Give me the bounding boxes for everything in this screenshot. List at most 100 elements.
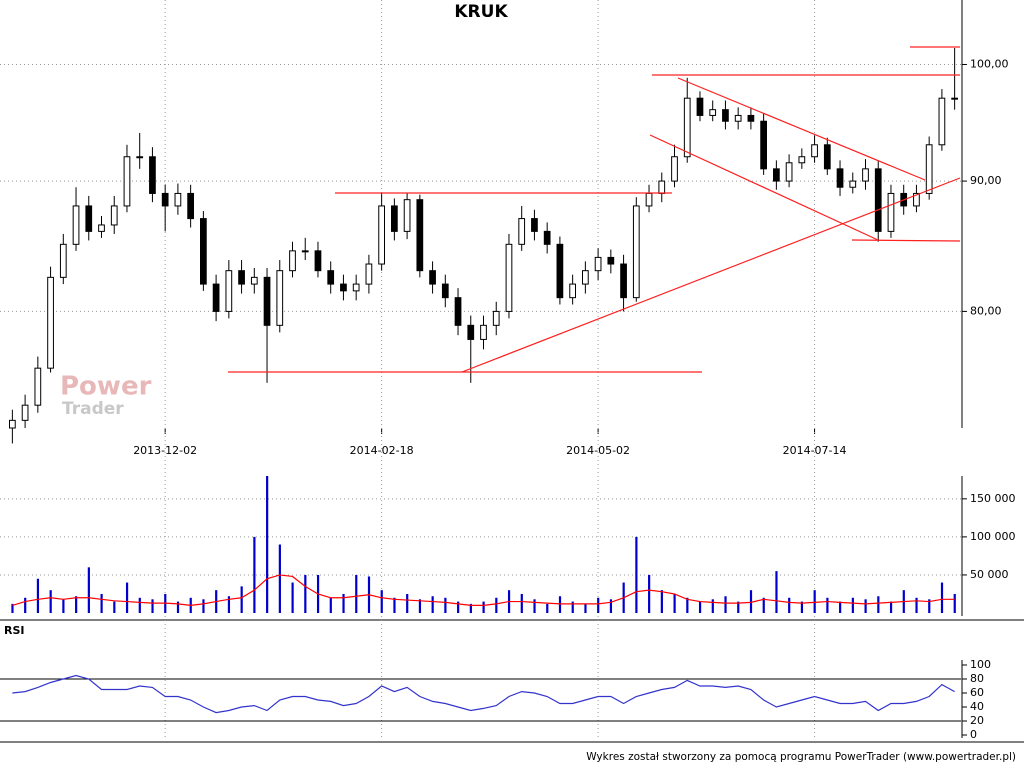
volume-bar (278, 544, 281, 613)
volume-bar (431, 596, 434, 613)
volume-bar (329, 597, 332, 613)
volume-bar (355, 574, 358, 613)
trend-line (851, 239, 961, 242)
candle-body (238, 270, 245, 285)
y-tick-label: 100 000 (970, 530, 1016, 543)
volume-bar (851, 597, 854, 613)
volume-bar (864, 599, 867, 613)
candle-body (110, 205, 118, 226)
candle-body (391, 205, 398, 232)
volume-bar (558, 596, 562, 613)
candle-body (492, 310, 500, 326)
volume-bar (469, 603, 472, 613)
candle-body (59, 243, 67, 278)
candle-body (531, 218, 538, 232)
candle-body (773, 168, 780, 182)
candle-body (276, 270, 284, 326)
y-tick-label: 0 (970, 728, 977, 741)
volume-bar (889, 601, 893, 613)
volume-bar (940, 582, 944, 613)
candle-body (21, 404, 29, 421)
candle-body (760, 120, 767, 170)
candle-body (289, 250, 296, 272)
candle-body (416, 199, 424, 272)
candle-body (250, 276, 258, 285)
volume-bar (711, 599, 714, 613)
rsi-line (12, 674, 955, 714)
volume-bar (151, 599, 154, 613)
volume-bar (125, 582, 129, 613)
candle-body (620, 263, 627, 299)
candle-body (378, 205, 385, 265)
candle-body (925, 144, 933, 194)
candle-body (671, 156, 678, 182)
candle-body (149, 156, 156, 194)
volume-bar (176, 601, 180, 613)
y-tick-label: 50 000 (970, 568, 1009, 581)
y-tick-label: 90,00 (970, 174, 1002, 187)
volume-bar (686, 597, 689, 613)
y-tick-label: 80 (970, 672, 984, 685)
candle-body (327, 270, 335, 285)
candle-body (569, 283, 576, 299)
x-tick-label: 2014-02-18 (350, 444, 414, 457)
volume-bar (380, 590, 383, 613)
volume-bar (253, 536, 256, 613)
candle-body (798, 156, 806, 164)
volume-bar (482, 601, 485, 613)
volume-bar (520, 593, 523, 613)
candle-body (582, 270, 589, 285)
volume-bar (737, 601, 740, 613)
candle-body (836, 168, 844, 188)
candle-body (645, 192, 653, 207)
candle-body (352, 283, 360, 292)
volume-bar (75, 596, 78, 613)
volume-bar (877, 596, 880, 613)
candle-body (365, 263, 373, 285)
candle-body (518, 218, 526, 245)
volume-bar (953, 593, 956, 613)
candle-body (747, 114, 755, 122)
volume-bar (62, 599, 65, 613)
candle-body (823, 144, 831, 170)
volume-bar (138, 597, 141, 613)
footer: Wykres został stworzony za pomocą progra… (586, 751, 1016, 763)
trend-line (649, 134, 879, 241)
volume-bar (826, 597, 829, 613)
candle-body (683, 97, 691, 158)
candle-body (314, 250, 322, 272)
y-tick-label: 20 (970, 714, 984, 727)
volume-bar (648, 574, 651, 613)
volume-bar (762, 597, 765, 613)
y-tick-label: 100 (970, 658, 991, 671)
volume-bar (597, 597, 600, 613)
candle-body (212, 283, 220, 312)
candle-body (607, 256, 615, 265)
volume-bar (240, 586, 243, 613)
watermark: Trader (62, 399, 124, 419)
candle-body (543, 230, 551, 245)
volume-bar (609, 599, 613, 613)
volume-bar (291, 582, 294, 613)
candle-body (98, 224, 105, 232)
volume-bar (49, 590, 52, 613)
volume-bar (227, 596, 231, 613)
candle-body (887, 192, 895, 232)
candle-body (187, 192, 194, 220)
volume-bar (418, 599, 422, 613)
candle-body (136, 156, 144, 159)
volume-bar (915, 597, 918, 613)
candle-body (123, 156, 131, 207)
volume-bar (393, 597, 396, 613)
candle-body (696, 97, 704, 116)
plot-area: 80,00 90,00 100,00 2013-12-02 2014-02-18 2014… (0, 0, 1016, 741)
volume-bar (113, 601, 116, 613)
volume-bar (202, 599, 205, 613)
trend-lines (228, 46, 961, 373)
candle-body (161, 192, 169, 207)
candle-body (938, 97, 946, 146)
volume-bar (266, 476, 269, 613)
candle-body (722, 109, 729, 122)
